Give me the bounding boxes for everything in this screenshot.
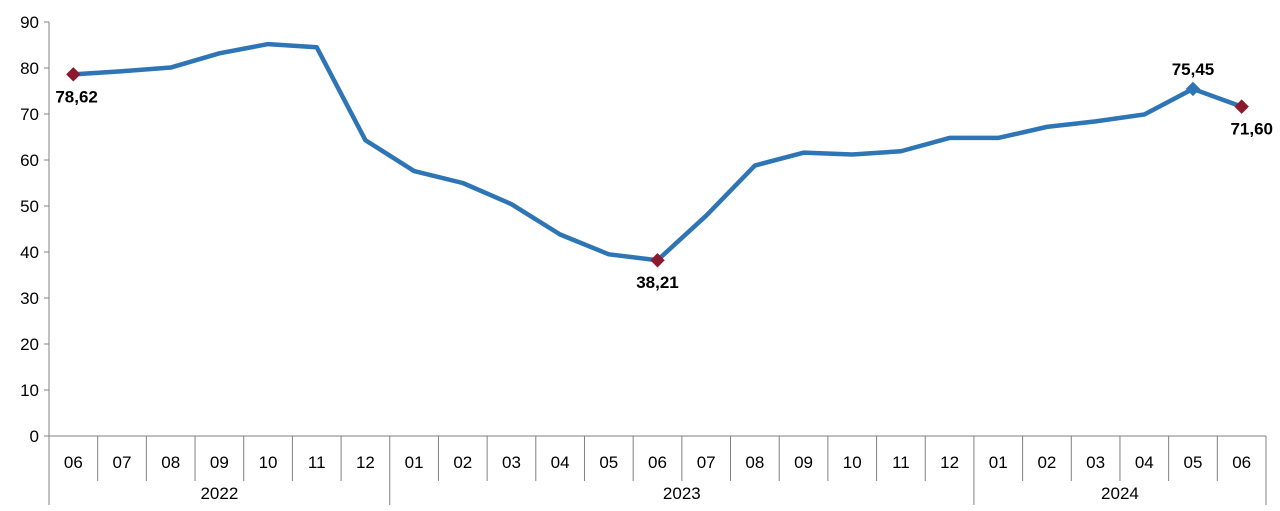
x-tick-label: 06 — [64, 453, 83, 472]
x-tick-label: 03 — [1086, 453, 1105, 472]
x-tick-label: 04 — [1135, 453, 1154, 472]
x-tick-label: 01 — [989, 453, 1008, 472]
x-tick-label: 08 — [161, 453, 180, 472]
y-tick-label: 40 — [20, 243, 39, 262]
y-tick-label: 80 — [20, 59, 39, 78]
x-tick-label: 12 — [356, 453, 375, 472]
x-tick-label: 06 — [648, 453, 667, 472]
data-point-marker — [1234, 99, 1249, 114]
y-tick-label: 10 — [20, 381, 39, 400]
y-tick-label: 70 — [20, 105, 39, 124]
x-tick-label: 02 — [453, 453, 472, 472]
series-line — [71, 41, 1244, 263]
y-tick-label: 30 — [20, 289, 39, 308]
x-year-label: 2022 — [200, 484, 238, 503]
x-tick-label: 02 — [1037, 453, 1056, 472]
y-tick-label: 20 — [20, 335, 39, 354]
y-tick-label: 0 — [30, 427, 39, 446]
data-point-marker — [650, 253, 665, 268]
x-tick-label: 08 — [745, 453, 764, 472]
x-tick-label: 03 — [502, 453, 521, 472]
x-tick-label: 11 — [892, 453, 910, 472]
data-point-marker — [1185, 81, 1201, 97]
x-tick-label: 06 — [1232, 453, 1251, 472]
data-label: 71,60 — [1230, 120, 1273, 139]
data-point-marker — [66, 67, 81, 82]
x-year-label: 2023 — [663, 484, 701, 503]
x-tick-label: 07 — [697, 453, 716, 472]
data-label: 75,45 — [1172, 60, 1215, 79]
x-tick-label: 11 — [308, 453, 326, 472]
x-tick-label: 10 — [259, 453, 278, 472]
x-tick-label: 09 — [210, 453, 229, 472]
x-tick-label: 09 — [794, 453, 813, 472]
x-tick-label: 05 — [599, 453, 618, 472]
x-tick-label: 01 — [405, 453, 424, 472]
y-tick-label: 90 — [20, 13, 39, 32]
x-tick-label: 07 — [113, 453, 132, 472]
y-tick-label: 60 — [20, 151, 39, 170]
x-tick-label: 05 — [1184, 453, 1203, 472]
data-label: 78,62 — [55, 87, 98, 106]
x-tick-label: 04 — [551, 453, 570, 472]
data-label: 38,21 — [636, 273, 679, 292]
x-tick-label: 12 — [940, 453, 959, 472]
x-tick-label: 10 — [843, 453, 862, 472]
x-year-label: 2024 — [1101, 484, 1139, 503]
y-tick-label: 50 — [20, 197, 39, 216]
